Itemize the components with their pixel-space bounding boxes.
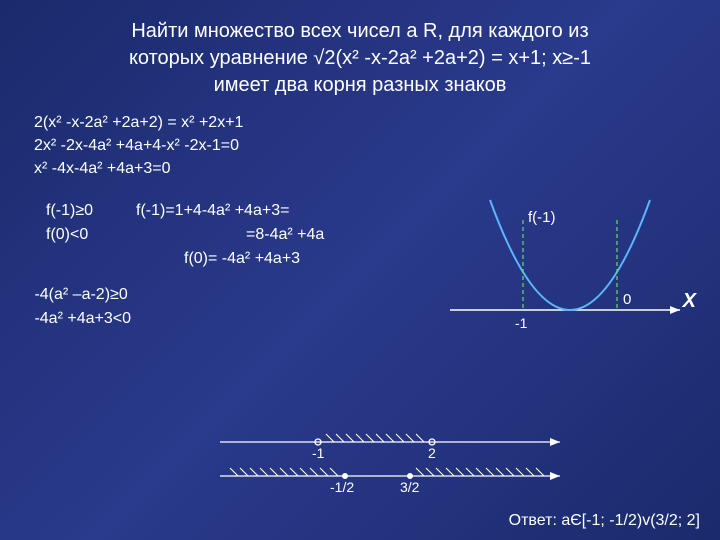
parabola-graph: f(-1) -1 0 X bbox=[450, 190, 690, 360]
answer-text: Ответ: aЄ[-1; -1/2)v(3/2; 2] bbox=[509, 512, 700, 530]
x-axis-arrow-icon bbox=[670, 306, 680, 314]
title-line-2: которых уравнение √2(x² -x-2a² +2a+2) = … bbox=[30, 45, 690, 72]
f-label: f(-1) bbox=[528, 209, 556, 226]
conditions: f(-1)≥0 f(0)<0 bbox=[46, 195, 136, 271]
hatch-bottom-left bbox=[230, 468, 338, 476]
nl2-a: -1/2 bbox=[330, 479, 354, 495]
arrow-icon-2 bbox=[550, 472, 560, 480]
hatch-bottom-right bbox=[416, 468, 544, 476]
problem-title: Найти множество всех чисел a R, для кажд… bbox=[0, 0, 720, 107]
equation-2: 2x² -2x-4a² +4a+4-x² -2x-1=0 bbox=[34, 134, 686, 157]
arrow-icon-1 bbox=[550, 438, 560, 446]
x-axis-label: X bbox=[683, 290, 696, 313]
nl1-a: -1 bbox=[312, 445, 325, 461]
hatch-top bbox=[326, 434, 424, 442]
cond-2: f(0)<0 bbox=[46, 223, 136, 247]
equations-block: 2(x² -x-2a² +2a+2) = x² +2x+1 2x² -2x-4a… bbox=[0, 107, 720, 185]
cond-1: f(-1)≥0 bbox=[46, 199, 136, 223]
equation-1: 2(x² -x-2a² +2a+2) = x² +2x+1 bbox=[34, 111, 686, 134]
tick-neg1: -1 bbox=[515, 315, 528, 331]
title-line-3: имеет два корня разных знаков bbox=[30, 72, 690, 99]
nl1-b: 2 bbox=[428, 445, 436, 461]
lower-2: -4a² +4a+3<0 bbox=[34, 307, 131, 331]
nl2-b: 3/2 bbox=[400, 479, 420, 495]
brace-icon bbox=[34, 195, 46, 271]
lower-1: -4(a² –a-2)≥0 bbox=[34, 283, 131, 307]
title-line-1: Найти множество всех чисел a R, для кажд… bbox=[30, 18, 690, 45]
equation-3: x² -4x-4a² +4a+3=0 bbox=[34, 157, 686, 180]
tick-0: 0 bbox=[623, 291, 631, 308]
number-lines: -1 2 -1/2 3/2 bbox=[200, 428, 580, 498]
